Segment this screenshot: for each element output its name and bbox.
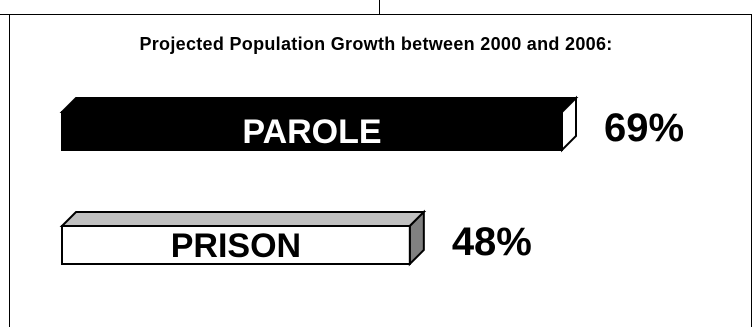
bar-parole-value-label: 69% bbox=[604, 106, 684, 150]
bar-prison: PRISON bbox=[59, 209, 427, 267]
frame-left-edge bbox=[9, 14, 10, 327]
bar-prison-front-face bbox=[61, 225, 411, 265]
bar-prison-value-label: 48% bbox=[452, 220, 532, 264]
bar-prison-label: PRISON bbox=[171, 227, 301, 265]
bar-parole: PAROLE bbox=[59, 95, 579, 153]
bar-parole-top-face bbox=[59, 97, 579, 113]
bar-parole-label: PAROLE bbox=[242, 113, 381, 151]
bar-parole-front-face bbox=[61, 111, 563, 151]
chart-title: Projected Population Growth between 2000… bbox=[139, 34, 613, 54]
top-divider bbox=[379, 0, 380, 14]
frame-top-edge bbox=[9, 14, 752, 15]
bar-prison-top-face bbox=[59, 211, 427, 227]
frame-top-left-edge bbox=[0, 14, 9, 15]
